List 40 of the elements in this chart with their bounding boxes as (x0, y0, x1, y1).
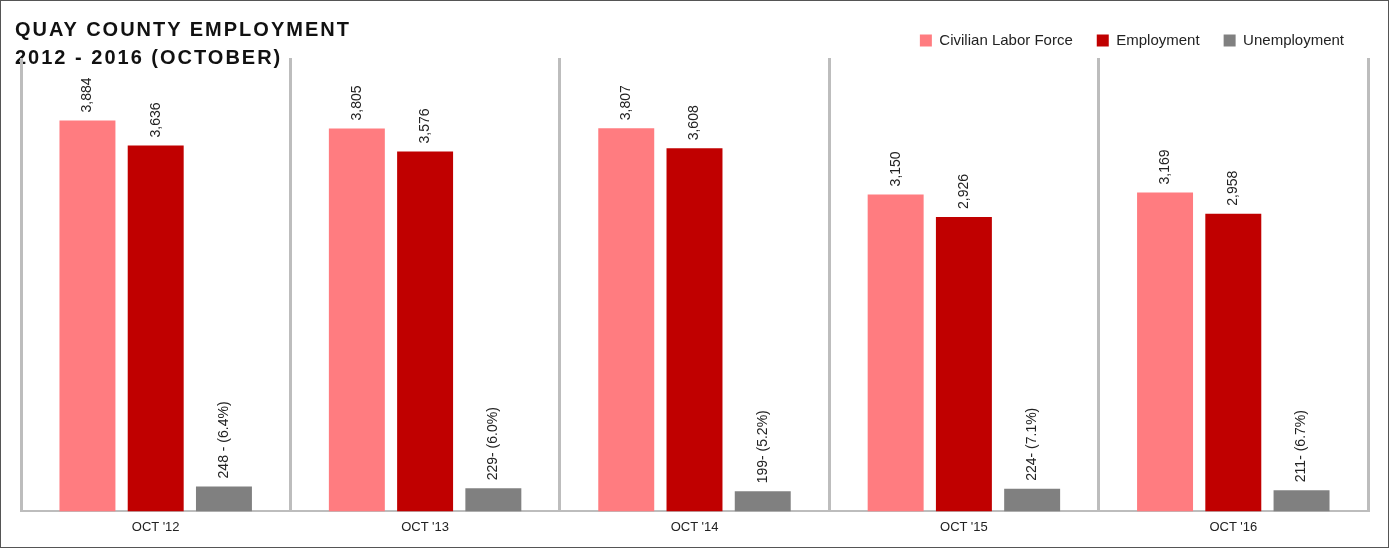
data-label: 3,576 (415, 108, 432, 144)
data-label: 3,169 (1155, 149, 1172, 185)
data-label: 248 - (6.4%) (214, 401, 231, 479)
bar (1205, 213, 1262, 512)
legend-label: Employment (1116, 30, 1201, 48)
legend-label: Unemployment (1243, 30, 1345, 48)
bar (127, 145, 184, 512)
data-label: 3,807 (617, 85, 634, 121)
bar (867, 194, 924, 512)
data-label: 3,150 (886, 151, 903, 187)
data-label: 199- (5.2%) (753, 410, 770, 484)
x-tick-label: OCT '12 (131, 518, 180, 534)
data-label: 224- (7.1%) (1023, 407, 1040, 481)
chart-title: QUAY COUNTY EMPLOYMENT (15, 17, 351, 42)
x-tick-label: OCT '14 (670, 518, 719, 534)
data-label: 211- (6.7%) (1292, 410, 1309, 483)
bar (195, 486, 252, 512)
x-tick-label: OCT '13 (401, 518, 449, 534)
bar (465, 488, 522, 512)
bar (666, 148, 723, 512)
data-label: 3,608 (685, 105, 702, 141)
bar (328, 128, 385, 512)
x-tick-label: OCT '15 (940, 518, 988, 534)
data-label: 2,958 (1224, 170, 1241, 206)
bar (1273, 490, 1330, 512)
legend-label: Civilian Labor Force (939, 30, 1073, 48)
bar (1004, 488, 1061, 512)
bar (935, 216, 992, 512)
bar (59, 120, 116, 512)
data-label: 3,805 (347, 85, 364, 121)
data-label: 3,636 (146, 102, 163, 138)
bar (397, 151, 454, 512)
bar (1137, 192, 1194, 512)
chart-subtitle: 2012 - 2016 (OCTOBER) (15, 45, 284, 70)
data-label: 3,884 (78, 77, 95, 113)
data-label: 2,926 (954, 173, 971, 209)
bar (598, 128, 655, 512)
x-tick-label: OCT '16 (1209, 518, 1258, 534)
bar (734, 491, 791, 512)
data-label: 229- (6.0%) (484, 407, 501, 481)
